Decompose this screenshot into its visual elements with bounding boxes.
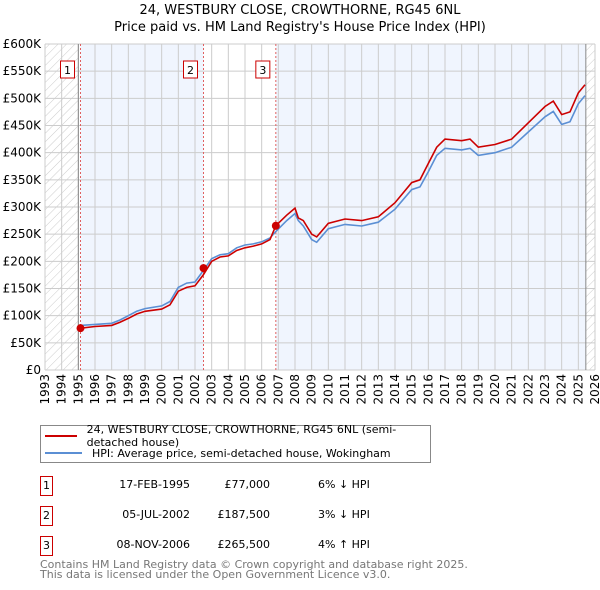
x-tick-label: 2005 <box>238 374 252 405</box>
y-tick-label: £550K <box>3 64 43 78</box>
y-tick-label: £350K <box>3 173 43 187</box>
sale-1-label-box <box>60 60 75 79</box>
sale-number-box: 1 <box>40 476 53 496</box>
sale-1-label: 1 <box>64 64 71 77</box>
x-tick-label: 2021 <box>505 374 519 405</box>
x-tick-label: 2023 <box>538 374 552 405</box>
x-tick-label: 2025 <box>571 374 585 405</box>
x-tick-label: 1996 <box>88 374 102 405</box>
sale-row: 1 17-FEB-1995 £77,000 6% ↓ HPI <box>40 476 600 496</box>
sale-2-label-box <box>183 60 198 79</box>
price-chart: 1993 1994 1995 1996 1997 1998 1999 2000 2001 2002… <box>3 37 600 405</box>
legend-blue-line <box>45 452 82 454</box>
y-tick-label: £300K <box>3 200 43 214</box>
x-tick-label: 2000 <box>155 374 169 405</box>
sale-price: £77,000 <box>224 478 271 491</box>
x-tick-label: 2018 <box>455 374 469 405</box>
x-tick-label: 2013 <box>371 374 385 405</box>
sale-price: £265,500 <box>217 538 271 551</box>
sale-date: 08-NOV-2006 <box>116 538 190 551</box>
y-tick-label: £200K <box>3 254 43 268</box>
x-tick-label: 2014 <box>388 374 402 405</box>
x-tick-label: 2024 <box>555 374 569 405</box>
y-tick-label: £400K <box>3 146 43 160</box>
sale-1-marker <box>76 324 85 333</box>
y-tick-label: £600K <box>3 37 43 51</box>
y-tick-label: £100K <box>3 309 43 323</box>
x-tick-label: 1997 <box>105 374 119 405</box>
property-series-line <box>80 84 586 329</box>
footer-line1: Contains HM Land Registry data © Crown c… <box>40 558 468 571</box>
x-tick-label: 2012 <box>355 374 369 405</box>
sale-3-marker <box>271 221 280 230</box>
y-tick-label: £50K <box>10 336 42 350</box>
legend-label-property: 24, WESTBURY CLOSE, CROWTHORNE, RG45 6NL… <box>86 423 397 449</box>
x-tick-label: 2015 <box>405 374 419 405</box>
x-tick-label: 1998 <box>121 374 135 405</box>
x-tick-label: 2016 <box>421 374 435 405</box>
chart-title-line1: 24, WESTBURY CLOSE, CROWTHORNE, RG45 6NL <box>139 3 461 18</box>
chart-title-line2: Price paid vs. HM Land Registry's House … <box>114 20 486 35</box>
sale-date: 05-JUL-2002 <box>122 508 190 521</box>
x-tick-label: 1993 <box>38 374 52 405</box>
x-tick-label: 2008 <box>288 374 302 405</box>
x-tick-label: 1995 <box>71 374 85 405</box>
sale-number-box: 2 <box>40 506 53 526</box>
sale-2-label: 2 <box>187 64 194 77</box>
legend-red-line <box>45 435 77 437</box>
x-tick-label: 1999 <box>138 374 152 405</box>
x-tick-label: 2022 <box>521 374 535 405</box>
legend-item-property: 24, WESTBURY CLOSE, CROWTHORNE, RG45 6NL… <box>45 423 430 449</box>
x-tick-label: 2017 <box>438 374 452 405</box>
y-tick-label: £450K <box>3 119 43 133</box>
x-tick-label: 2010 <box>321 374 335 405</box>
sale-price: £187,500 <box>217 508 271 521</box>
sale-date: 17-FEB-1995 <box>119 478 190 491</box>
sale-3-label: 3 <box>259 64 266 77</box>
sale-number-box: 3 <box>40 536 53 556</box>
x-tick-label: 2007 <box>271 374 285 405</box>
sale-2-marker <box>199 264 208 273</box>
x-tick-label: 2011 <box>338 374 352 405</box>
x-tick-label: 2019 <box>471 374 485 405</box>
x-tick-label: 2006 <box>255 374 269 405</box>
legend-item-hpi: HPI: Average price, semi-detached house,… <box>45 445 391 461</box>
x-tick-label: 1994 <box>55 374 69 405</box>
sale-row: 2 05-JUL-2002 £187,500 3% ↓ HPI <box>40 506 600 526</box>
x-tick-label: 2004 <box>221 374 235 405</box>
footer: Contains HM Land Registry data © Crown c… <box>40 558 468 581</box>
legend-label-hpi: HPI: Average price, semi-detached house,… <box>92 446 391 460</box>
legend: 24, WESTBURY CLOSE, CROWTHORNE, RG45 6NL… <box>40 423 431 463</box>
x-tick-label: 2002 <box>188 374 202 405</box>
y-tick-label: £0 <box>26 363 41 377</box>
footer-line2: This data is licensed under the Open Gov… <box>40 568 391 581</box>
x-tick-label: 2001 <box>171 374 185 405</box>
y-tick-label: £150K <box>3 282 43 296</box>
y-tick-label: £250K <box>3 227 43 241</box>
y-tick-label: £500K <box>3 91 43 105</box>
sale-hpi-diff: 6% ↓ HPI <box>318 478 370 491</box>
x-tick-label: 2026 <box>588 374 600 405</box>
x-tick-label: 2020 <box>488 374 502 405</box>
sale-row: 3 08-NOV-2006 £265,500 4% ↑ HPI <box>40 536 600 556</box>
sale-3-label-box <box>255 60 271 79</box>
x-tick-label: 2009 <box>305 374 319 405</box>
x-tick-label: 2003 <box>205 374 219 405</box>
sale-hpi-diff: 3% ↓ HPI <box>318 508 370 521</box>
sale-hpi-diff: 4% ↑ HPI <box>318 538 370 551</box>
hpi-series-line <box>80 95 586 327</box>
